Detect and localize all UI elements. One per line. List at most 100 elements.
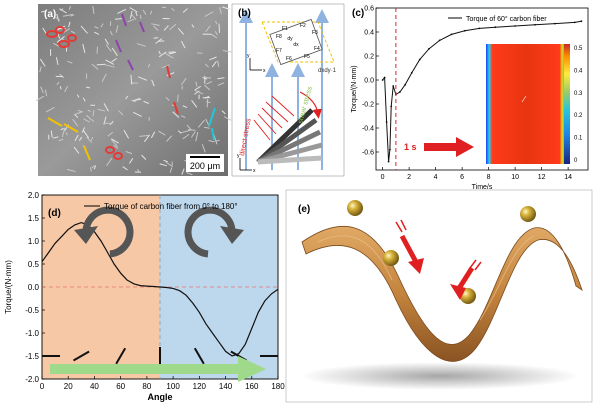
- sem-fiber: [194, 89, 204, 95]
- sem-fiber: [68, 21, 71, 28]
- wave-shadow: [300, 362, 580, 390]
- sem-fiber: [83, 118, 91, 123]
- x-tick-label: 10: [511, 174, 519, 181]
- sem-fiber: [165, 161, 174, 168]
- sem-fiber: [111, 58, 118, 63]
- sem-fiber: [93, 165, 97, 170]
- scale-bar-label: 200 μm: [190, 161, 220, 171]
- data-point: [494, 26, 497, 29]
- x-tick-label: 180: [271, 382, 285, 391]
- sem-fiber: [153, 37, 159, 39]
- sem-fiber: [129, 158, 134, 164]
- wood-grain-1: [317, 235, 393, 281]
- sem-fiber: [143, 134, 151, 143]
- x-tick-label: 0: [40, 382, 45, 391]
- sem-fiber: [204, 126, 210, 129]
- panel-d-label: (d): [48, 208, 61, 219]
- data-point: [410, 71, 413, 74]
- sem-fiber: [106, 157, 113, 166]
- sem-fiber: [214, 20, 218, 25]
- sem-fiber: [131, 14, 137, 21]
- sem-fiber: [66, 168, 76, 173]
- y-tick-label: 0.0: [364, 78, 374, 85]
- heatmap-fiber: [521, 95, 527, 103]
- sem-fiber: [67, 60, 73, 64]
- sem-fiber: [97, 108, 106, 112]
- y-tick-label: -0.4: [362, 126, 374, 133]
- sem-fiber: [206, 81, 213, 85]
- sem-fiber: [143, 100, 149, 104]
- ball-2: [383, 250, 399, 266]
- data-point: [381, 79, 384, 81]
- sem-fiber: [204, 63, 209, 68]
- sem-fiber: [164, 52, 174, 59]
- sem-fiber: [50, 130, 53, 138]
- sem-fiber: [209, 56, 217, 61]
- sem-fiber: [204, 84, 211, 91]
- ball-4: [520, 206, 536, 222]
- sem-fiber: [201, 144, 206, 153]
- data-point: [450, 33, 453, 36]
- panel-c: 0.5 0.4 0.3 0.2 0.1 0 0 2 4 6 8 10 12 14 -0.6 -0.4 -0.2…: [347, 4, 592, 194]
- y-tick-label: 1.0: [28, 237, 40, 246]
- sem-fiber: [55, 57, 59, 65]
- sem-fiber: [217, 77, 225, 80]
- panel-c-plot-area: [375, 7, 589, 171]
- sem-fiber: [180, 115, 186, 119]
- data-point: [389, 148, 391, 151]
- sem-fiber: [221, 110, 226, 115]
- x-tick-label: 100: [166, 382, 180, 391]
- sem-fiber: [204, 11, 214, 18]
- x-tick-label: 120: [193, 382, 207, 391]
- colorbar-ticks: 0.5 0.4 0.3 0.2 0.1 0: [574, 46, 583, 164]
- sem-fiber: [65, 132, 68, 136]
- sem-fiber: [72, 118, 79, 127]
- data-point: [392, 85, 395, 87]
- sem-fiber: [86, 136, 93, 143]
- sem-fiber: [110, 139, 118, 147]
- sem-fiber: [94, 31, 100, 35]
- axis-x-top: x: [263, 68, 266, 74]
- sem-fiber: [217, 82, 225, 86]
- fiber-orientation-mark: [193, 347, 205, 365]
- sem-fiber: [181, 168, 185, 175]
- axis-x-bottom: x: [253, 168, 256, 174]
- panel-c-legend: Torque of 60° carbon fiber: [466, 15, 547, 23]
- sem-fiber: [77, 109, 83, 113]
- sem-fiber: [169, 23, 177, 31]
- sem-fiber: [111, 138, 119, 144]
- sem-fiber: [136, 169, 140, 173]
- sem-fiber: [202, 76, 212, 79]
- panel-e-label: (e): [298, 204, 310, 215]
- force-label: F5: [304, 54, 310, 60]
- sem-fiber: [53, 42, 60, 47]
- rotate-ccw-icon: [74, 206, 134, 258]
- sem-fiber: [44, 89, 48, 97]
- stress-field-arrows: [239, 9, 329, 170]
- element-sub-dx: dx: [293, 42, 299, 48]
- sem-fiber: [142, 9, 147, 15]
- sem-fiber: [195, 81, 198, 87]
- sem-fiber: [105, 64, 115, 68]
- panel-d-axes: 0 20 40 60 80 100 120 140 160 180 -2.0 -1.5 -1.0 -0.5…: [4, 191, 285, 402]
- sem-fiber: [171, 7, 175, 12]
- sem-fiber: [105, 44, 112, 52]
- panel-c-series: [381, 20, 583, 163]
- data-point: [428, 47, 430, 50]
- sem-fiber: [129, 7, 138, 13]
- rotating-fibers: [256, 108, 323, 165]
- sem-fiber: [182, 8, 188, 13]
- sem-fiber: [107, 131, 114, 137]
- sem-fiber: [139, 135, 149, 137]
- sem-fiber: [122, 166, 128, 171]
- sem-fiber: [68, 5, 72, 10]
- heatmap-inset: [486, 44, 566, 164]
- sem-fiber: [80, 25, 88, 34]
- sem-fiber: [82, 43, 86, 54]
- sem-fiber: [195, 132, 199, 142]
- data-point: [385, 121, 388, 123]
- sem-fiber: [96, 63, 106, 66]
- colorbar-tick-label: 0: [574, 158, 578, 164]
- sem-fiber: [127, 18, 135, 23]
- sem-fiber: [103, 103, 109, 112]
